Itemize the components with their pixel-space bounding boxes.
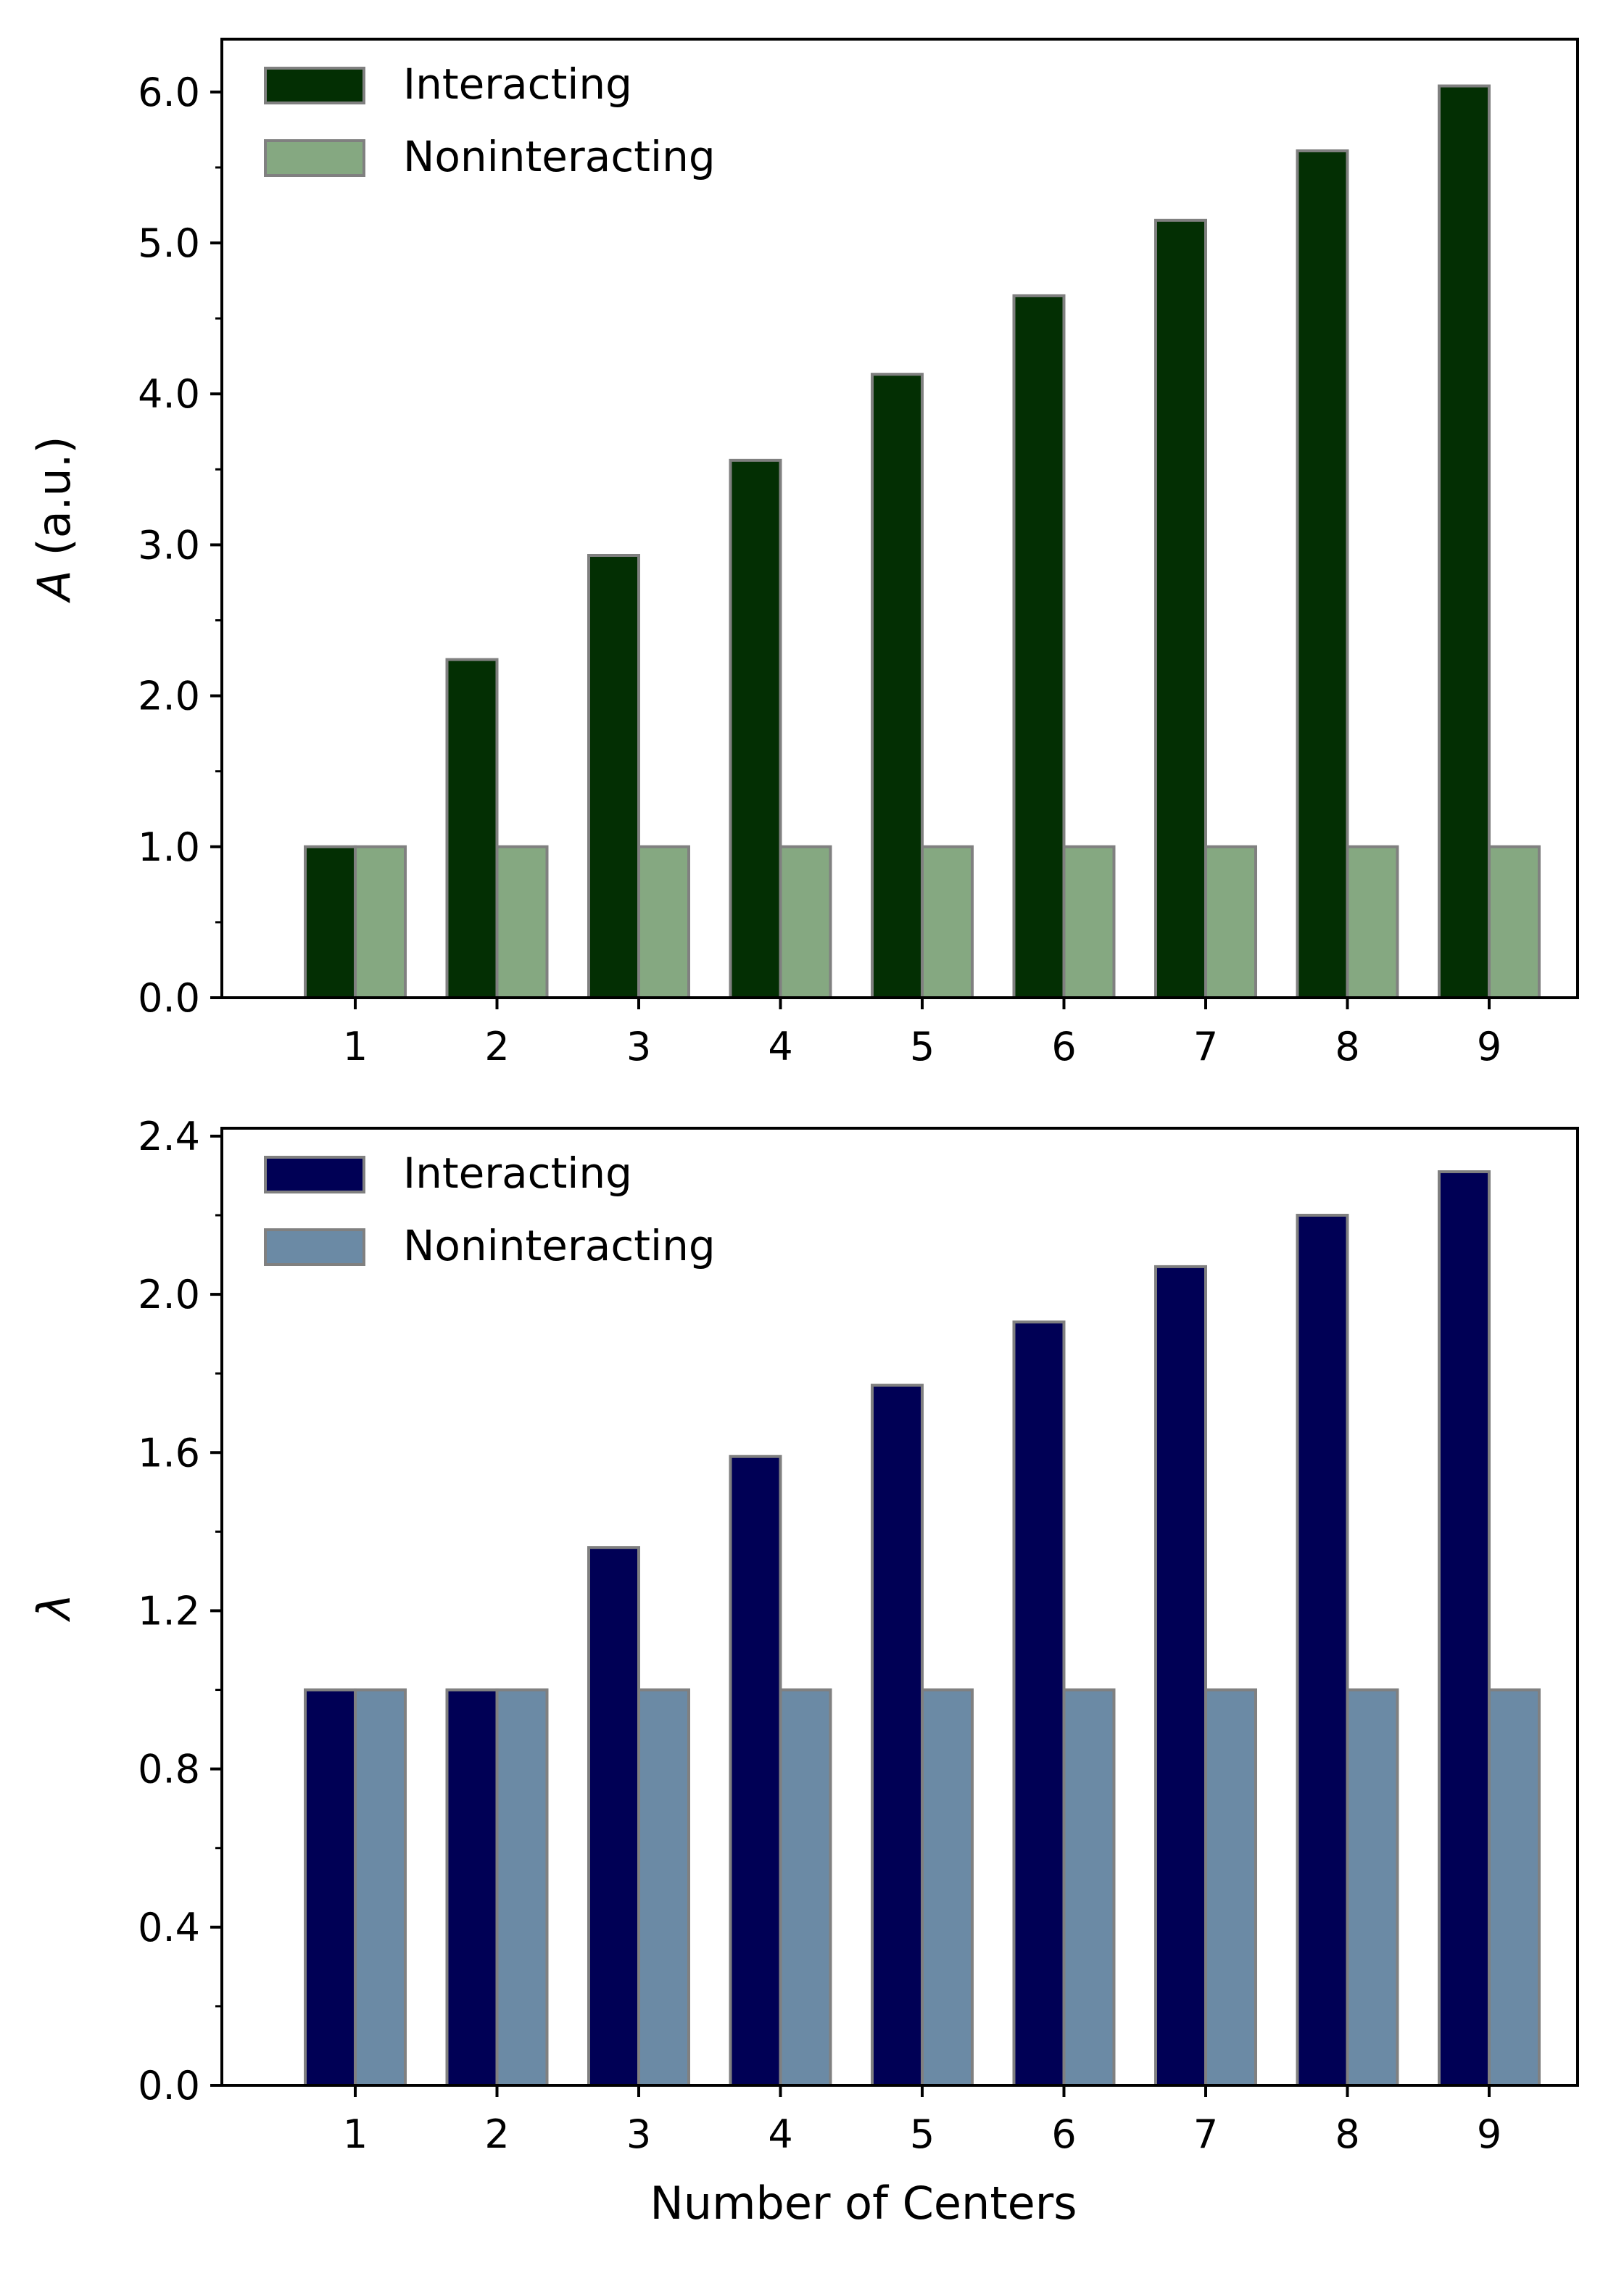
plot-frame: [220, 1127, 1579, 2087]
y-tick-label: 0.0: [138, 975, 200, 1021]
bar-interacting-1: [304, 1688, 357, 2087]
bar-noninteracting-8: [1346, 845, 1399, 1000]
y-axis-label: λ: [28, 1594, 80, 1623]
legend-swatch-interacting: [264, 67, 365, 104]
x-tick-label: 4: [768, 1024, 792, 1069]
bar-noninteracting-4: [779, 845, 832, 1000]
legend-swatch-noninteracting: [264, 139, 365, 177]
plot-frame: [220, 38, 1579, 999]
legend-swatch-noninteracting: [264, 1228, 365, 1266]
y-tick-label: 2.4: [138, 1114, 200, 1159]
bar-interacting-9: [1438, 1170, 1491, 2087]
y-tick-label: 2.0: [138, 674, 200, 719]
bar-noninteracting-1: [354, 1688, 407, 2087]
y-axis-label: A (a.u.): [28, 436, 80, 603]
bar-interacting-5: [871, 1383, 924, 2087]
x-tick-label: 6: [1051, 1024, 1076, 1069]
bar-interacting-3: [587, 1546, 640, 2088]
legend-swatch-interacting: [264, 1156, 365, 1193]
bar-interacting-3: [587, 554, 640, 999]
bar-interacting-8: [1296, 149, 1349, 1000]
bar-noninteracting-2: [495, 1688, 549, 2087]
bar-interacting-8: [1296, 1214, 1349, 2087]
bottom-bar-chart: 0.0 0.4 0.8 1.2 1.6 2.0 2.4 1 2 3 4 5 6 7 8 9 λ Number of…: [28, 1114, 1579, 2230]
x-tick-label: 4: [768, 2111, 792, 2157]
x-tick-label: 7: [1193, 2111, 1218, 2157]
bar-noninteracting-6: [1062, 1688, 1116, 2087]
x-tick-label: 3: [626, 2111, 651, 2157]
bar-interacting-6: [1012, 294, 1066, 999]
bar-noninteracting-6: [1062, 845, 1116, 1000]
y-tick-label: 2.0: [138, 1272, 200, 1317]
bar-interacting-7: [1154, 1265, 1207, 2087]
y-tick-label: 4.0: [138, 371, 200, 417]
y-tick-label: 1.6: [138, 1430, 200, 1476]
y-tick-label: 0.4: [138, 1905, 200, 1950]
x-axis-label: Number of Centers: [650, 2177, 1077, 2230]
y-tick-label: 5.0: [138, 220, 200, 266]
bar-noninteracting-9: [1488, 1688, 1541, 2087]
x-tick-label: 1: [343, 2111, 368, 2157]
x-tick-label: 1: [343, 1024, 368, 1069]
y-tick-label: 6.0: [138, 70, 200, 115]
x-tick-label: 3: [626, 1024, 651, 1069]
bar-interacting-9: [1438, 84, 1491, 1000]
x-tick-label: 8: [1335, 1024, 1359, 1069]
y-tick-label: 1.2: [138, 1588, 200, 1634]
bar-noninteracting-3: [637, 845, 690, 1000]
bar-interacting-5: [871, 373, 924, 999]
bar-interacting-7: [1154, 218, 1207, 999]
bar-noninteracting-8: [1346, 1688, 1399, 2087]
y-tick-label: 0.8: [138, 1747, 200, 1792]
bar-noninteracting-4: [779, 1688, 832, 2087]
legend-label-noninteracting: Noninteracting: [403, 132, 716, 181]
legend: Interacting Noninteracting: [264, 1149, 716, 1270]
x-tick-label: 5: [910, 2111, 935, 2157]
bar-noninteracting-5: [921, 1688, 974, 2087]
legend-label-interacting: Interacting: [403, 1149, 632, 1198]
bar-interacting-2: [445, 1688, 499, 2087]
bar-interacting-4: [729, 1455, 782, 2087]
bar-noninteracting-5: [921, 845, 974, 1000]
y-tick-label: 3.0: [138, 522, 200, 568]
bar-interacting-4: [729, 458, 782, 999]
legend-label-interacting: Interacting: [403, 59, 632, 109]
bar-interacting-1: [304, 845, 357, 1000]
x-tick-label: 2: [484, 1024, 509, 1069]
legend: Interacting Noninteracting: [264, 59, 716, 181]
y-tick-label: 0.0: [138, 2063, 200, 2109]
x-tick-label: 5: [910, 1024, 935, 1069]
x-tick-label: 8: [1335, 2111, 1359, 2157]
bar-noninteracting-7: [1204, 845, 1257, 1000]
bar-noninteracting-7: [1204, 1688, 1257, 2087]
x-tick-label: 2: [484, 2111, 509, 2157]
bar-noninteracting-3: [637, 1688, 690, 2087]
y-tick-label: 1.0: [138, 824, 200, 870]
x-tick-label: 9: [1477, 1024, 1501, 1069]
bar-noninteracting-9: [1488, 845, 1541, 1000]
x-tick-label: 7: [1193, 1024, 1218, 1069]
bar-interacting-2: [445, 658, 499, 999]
x-tick-label: 9: [1477, 2111, 1501, 2157]
bar-interacting-6: [1012, 1320, 1066, 2087]
bar-noninteracting-2: [495, 845, 549, 1000]
top-bar-chart: 0.0 1.0 2.0 3.0 4.0 5.0 6.0 1 2 3 4 5 6 7 8 9 A (a.u.) In…: [28, 38, 1579, 1069]
x-tick-label: 6: [1051, 2111, 1076, 2157]
bar-noninteracting-1: [354, 845, 407, 1000]
legend-label-noninteracting: Noninteracting: [403, 1221, 716, 1270]
